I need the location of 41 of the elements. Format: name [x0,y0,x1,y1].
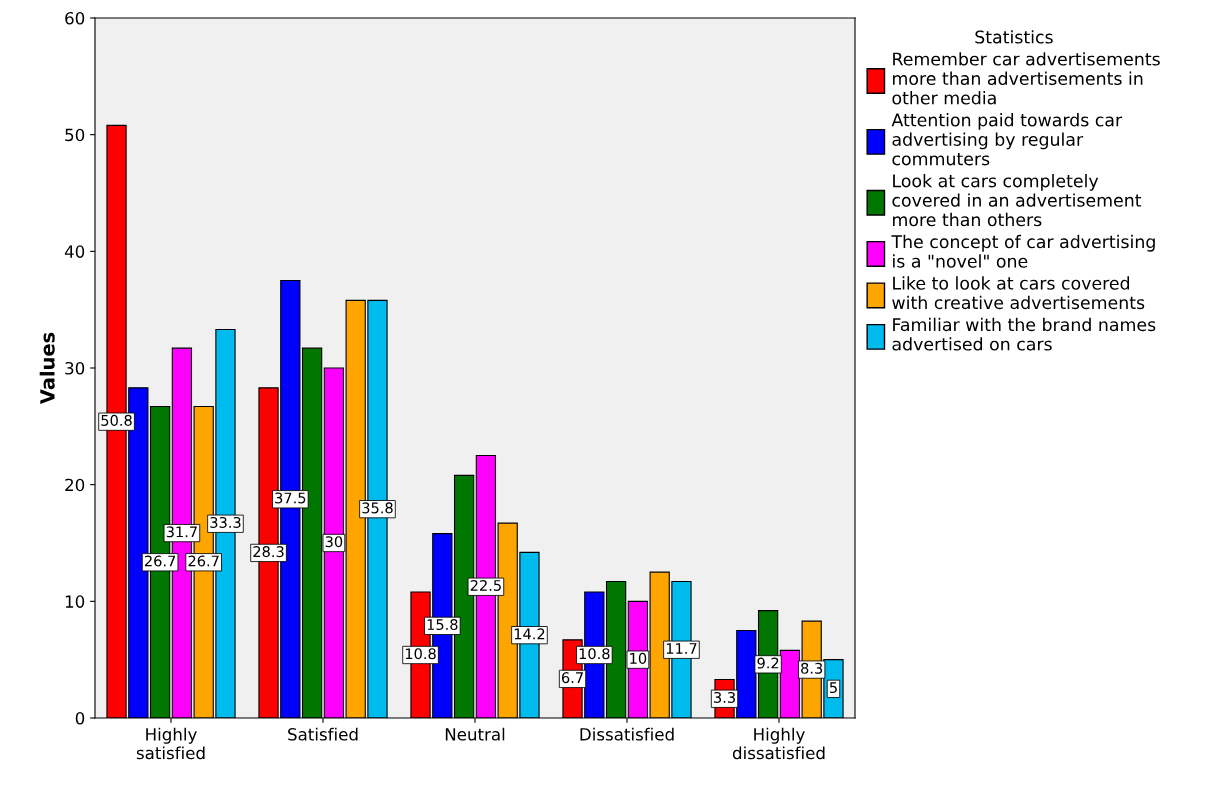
y-tick-label: 50 [65,128,85,142]
y-tick-label: 10 [65,595,85,608]
legend-title: Statistics [975,30,1053,44]
data-label: 11.7 [666,643,697,654]
x-tick-label: Satisfied [288,727,358,741]
y-tick-label: 20 [65,478,85,492]
data-label: 31.7 [166,526,197,538]
data-label: 10 [630,652,647,664]
x-tick-label: Highly dissatisfied [732,727,825,760]
data-label: 6.7 [561,672,583,684]
y-tick-label: 40 [64,245,85,258]
data-label: 37.5 [275,492,306,504]
data-label: 28.3 [253,546,284,558]
y-tick-label: 0 [75,711,85,725]
x-tick-label: Dissatisfied [580,727,674,741]
data-label: 8.3 [801,662,823,674]
legend-label: Remember car advertisements more than advertisements in other media [892,52,1160,105]
data-label: 22.5 [470,579,501,591]
legend-label: Like to look at cars covered with creative advertisements [892,276,1145,310]
data-label: 30 [325,536,343,548]
data-label: 50.8 [101,414,132,426]
data-label: 15.8 [427,619,458,631]
data-label: 33.3 [210,516,241,528]
legend-label: The concept of car advertising is a "novel" one [891,234,1155,268]
legend-label: Look at cars completely covered in an advertisement more than others [892,173,1142,227]
data-label: 3.3 [714,691,735,703]
data-label: 9.2 [757,657,779,669]
y-tick-label: 60 [65,11,85,25]
data-label: 26.7 [144,555,176,567]
y-tick-label: 30 [65,361,85,375]
data-label: 5 [829,682,837,694]
x-tick-label: Highly satisfied [136,727,205,760]
data-label: 10.8 [405,648,436,660]
y-axis-title: Values [39,332,55,405]
data-label: 35.8 [362,502,393,514]
data-label: 14.2 [514,628,545,640]
x-tick-label: Neutral [445,727,505,741]
data-label: 26.7 [188,555,219,567]
legend-label: Familiar with the brand names advertised on cars [892,317,1156,351]
data-label: 10.8 [579,648,610,660]
legend-label: Attention paid towards car advertising by regular commuters [891,113,1123,166]
